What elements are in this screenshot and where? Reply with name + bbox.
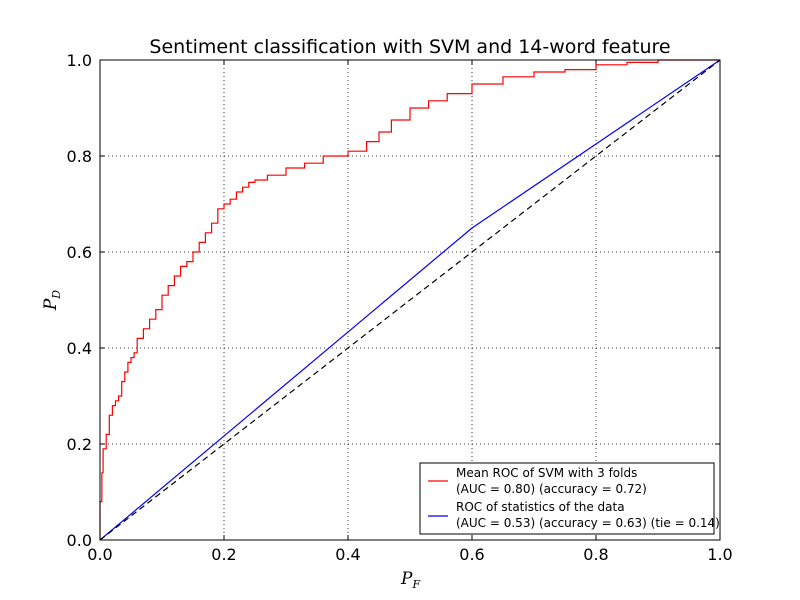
y-tick-label: 0.6 bbox=[67, 243, 92, 262]
chart-title: Sentiment classification with SVM and 14… bbox=[149, 36, 670, 58]
x-tick-label: 0.6 bbox=[459, 545, 484, 564]
y-tick-label: 0.8 bbox=[67, 147, 92, 166]
legend-label-stats-line1: ROC of statistics of the data bbox=[456, 500, 625, 514]
plot-frame bbox=[99, 59, 721, 541]
legend-label-stats-line2: (AUC = 0.53) (accuracy = 0.63) (tie = 0.… bbox=[456, 516, 720, 530]
series-group bbox=[99, 59, 721, 541]
y-axis-label-sub: D bbox=[50, 290, 63, 300]
legend-label-svm-line2: (AUC = 0.80) (accuracy = 0.72) bbox=[456, 482, 647, 496]
x-tick-label: 1.0 bbox=[707, 545, 732, 564]
y-axis-label: PD bbox=[41, 290, 63, 311]
y-tick-label: 0.2 bbox=[67, 435, 92, 454]
legend-label-svm-line1: Mean ROC of SVM with 3 folds bbox=[456, 466, 637, 480]
legend: Mean ROC of SVM with 3 folds (AUC = 0.80… bbox=[419, 462, 720, 535]
x-tick-label: 0.0 bbox=[87, 545, 112, 564]
x-axis-label-sub: F bbox=[411, 578, 420, 591]
grid bbox=[100, 60, 720, 540]
x-tick-label: 0.2 bbox=[211, 545, 236, 564]
x-tick-label: 0.8 bbox=[583, 545, 608, 564]
y-axis-label-main: P bbox=[41, 298, 61, 311]
y-tick-label: 0.0 bbox=[67, 531, 92, 550]
chance-diagonal bbox=[99, 59, 721, 541]
y-tick-label: 0.4 bbox=[67, 339, 92, 358]
axis-ticks: 0.0 0.2 0.4 0.6 0.8 1.0 0.0 0.2 0.4 0.6 0.8 1.0 bbox=[67, 51, 733, 564]
y-tick-label: 1.0 bbox=[67, 51, 92, 70]
svm-roc-line bbox=[99, 59, 720, 540]
x-tick-label: 0.4 bbox=[335, 545, 360, 564]
stats-roc-line bbox=[99, 59, 721, 541]
x-axis-label: PF bbox=[400, 569, 420, 591]
legend-box bbox=[419, 462, 715, 535]
x-axis-label-main: P bbox=[400, 569, 413, 589]
